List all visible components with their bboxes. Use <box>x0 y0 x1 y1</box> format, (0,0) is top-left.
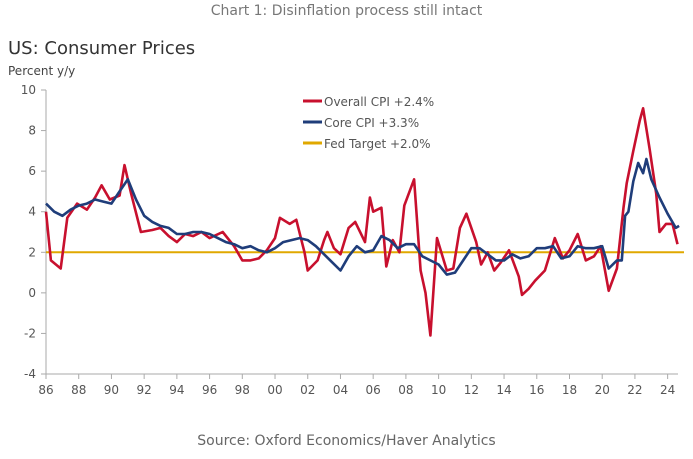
x-tick-label: 04 <box>333 383 348 397</box>
chart-title: US: Consumer Prices <box>8 38 196 59</box>
series-line-core-cpi <box>45 157 680 276</box>
x-tick-label: 96 <box>202 383 217 397</box>
x-tick-label: 22 <box>627 383 642 397</box>
x-tick-label: 90 <box>104 383 119 397</box>
x-tick-label: 92 <box>137 383 152 397</box>
legend-label: Overall CPI +2.4% <box>324 95 434 109</box>
x-tick-label: 20 <box>595 383 610 397</box>
legend-label: Fed Target +2.0% <box>324 137 431 151</box>
x-tick-label: 06 <box>366 383 381 397</box>
x-tick-label: 00 <box>267 383 282 397</box>
x-tick-label: 10 <box>431 383 446 397</box>
y-tick-label: 8 <box>28 124 36 138</box>
x-tick-label: 94 <box>169 383 184 397</box>
y-tick-label: 4 <box>28 205 36 219</box>
y-tick-label: 6 <box>28 164 36 178</box>
y-tick-label: -4 <box>24 367 36 381</box>
x-tick-label: 18 <box>562 383 577 397</box>
x-tick-label: 02 <box>300 383 315 397</box>
y-axis-label: Percent y/y <box>8 64 76 78</box>
chart-caption: Chart 1: Disinflation process still inta… <box>210 3 483 19</box>
x-tick-label: 24 <box>660 383 675 397</box>
y-tick-label: 0 <box>28 286 36 300</box>
x-tick-label: 16 <box>529 383 544 397</box>
y-tick-label: 10 <box>21 83 36 97</box>
x-tick-label: 88 <box>71 383 86 397</box>
x-tick-label: 86 <box>38 383 53 397</box>
x-tick-label: 08 <box>398 383 413 397</box>
x-tick-label: 98 <box>235 383 250 397</box>
chart-source: Source: Oxford Economics/Haver Analytics <box>197 433 496 449</box>
x-tick-label: 12 <box>464 383 479 397</box>
legend-label: Core CPI +3.3% <box>324 116 419 130</box>
y-tick-label: -2 <box>24 326 36 340</box>
x-tick-label: 14 <box>496 383 511 397</box>
y-tick-label: 2 <box>28 245 36 259</box>
